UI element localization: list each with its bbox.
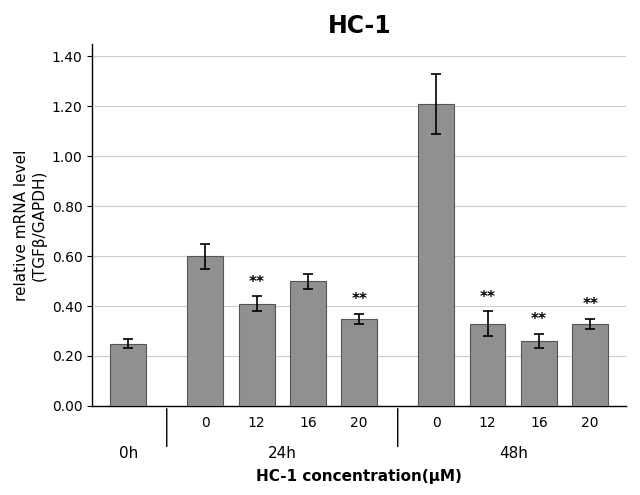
X-axis label: HC-1 concentration(μM): HC-1 concentration(μM) [256, 468, 462, 484]
Title: HC-1: HC-1 [328, 14, 391, 38]
Y-axis label: relative mRNA level
(TGFβ/GAPDH): relative mRNA level (TGFβ/GAPDH) [14, 149, 46, 300]
Bar [572, 324, 608, 406]
Bar [521, 341, 557, 406]
Text: **: ** [582, 297, 598, 312]
Text: **: ** [351, 293, 367, 307]
Bar [188, 256, 223, 406]
Text: **: ** [479, 290, 495, 305]
Bar [418, 104, 454, 406]
Bar [470, 324, 506, 406]
Text: 48h: 48h [499, 446, 527, 461]
Text: 24h: 24h [268, 446, 297, 461]
Bar [290, 281, 326, 406]
Bar [239, 303, 275, 406]
Text: 0h: 0h [118, 446, 138, 461]
Bar [110, 344, 146, 406]
Text: **: ** [531, 312, 547, 327]
Bar [341, 319, 377, 406]
Text: **: ** [248, 275, 264, 290]
